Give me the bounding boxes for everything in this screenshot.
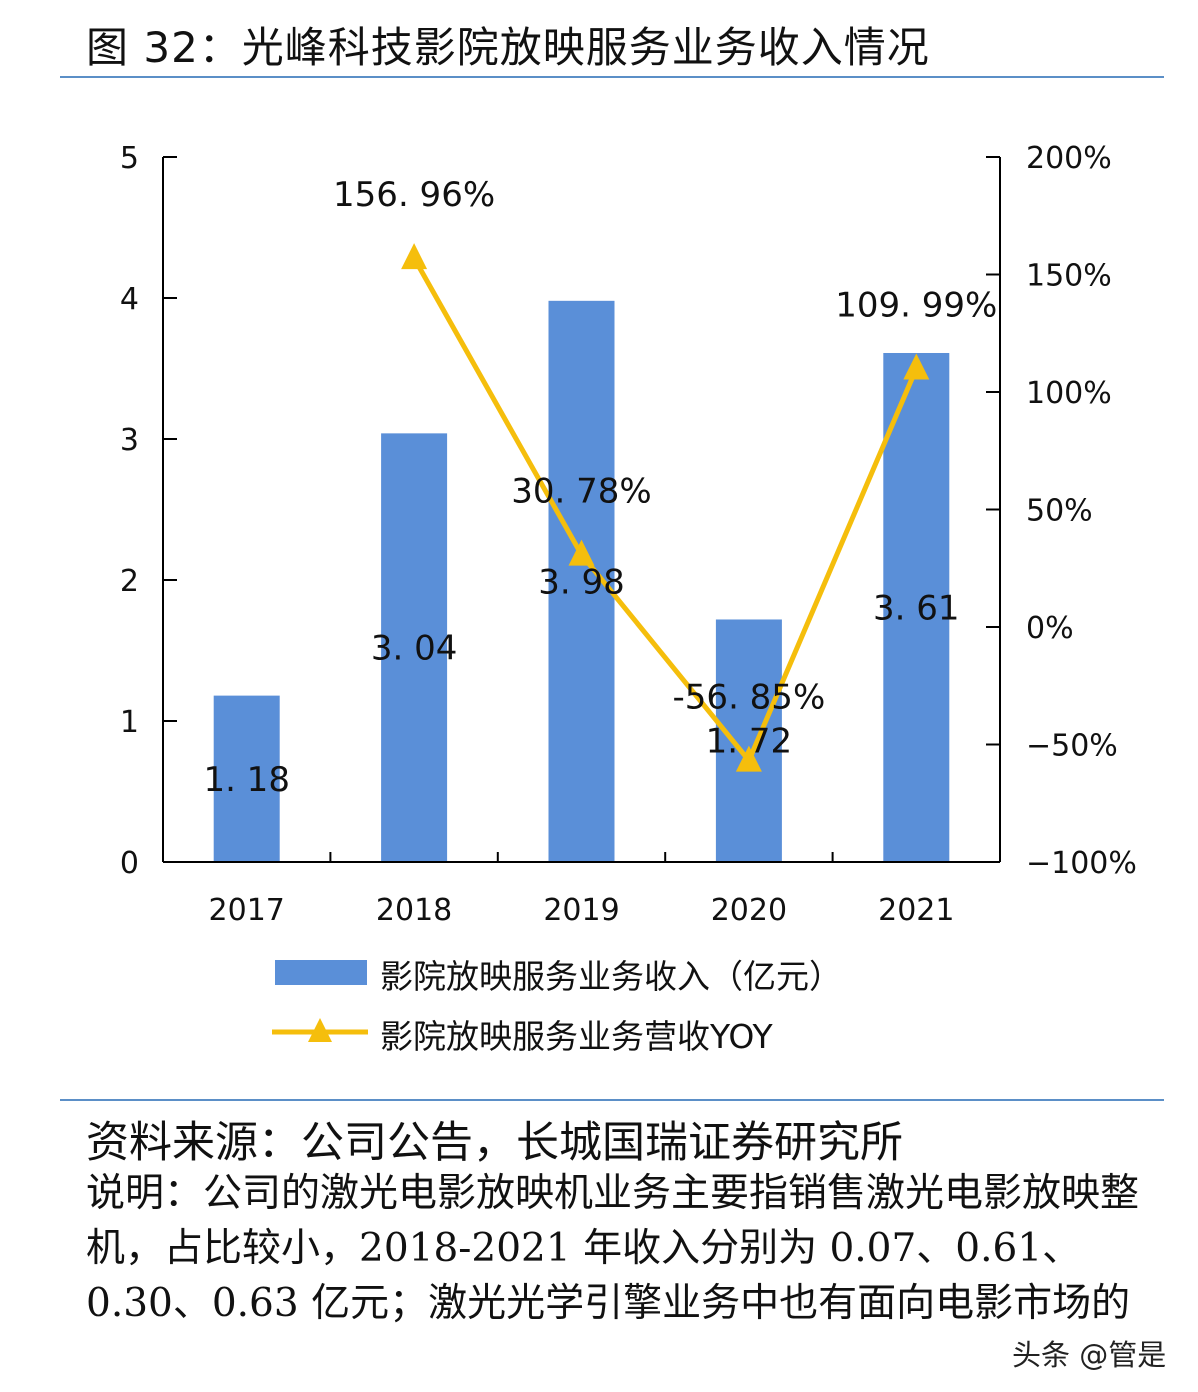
left-tick-label: 5	[120, 141, 139, 176]
yoy-value-label: 156. 96%	[333, 175, 495, 215]
yoy-value-label: -56. 85%	[673, 678, 826, 718]
bar-2018	[381, 433, 448, 862]
bar-value-label: 3. 61	[873, 588, 960, 628]
bar-2020	[715, 619, 782, 862]
bar-value-label: 3. 98	[538, 562, 625, 602]
right-tick-label: 100%	[1026, 376, 1112, 411]
left-tick-label: 0	[120, 846, 139, 881]
legend-bar-label: 影院放映服务业务收入（亿元）	[380, 957, 842, 996]
yoy-line	[411, 256, 919, 764]
combo-chart: 0 1 2 3 4 5 −100% −50% 0% 50% 100% 150% 200% 2017 2018…	[120, 141, 1137, 928]
right-tick-label: −100%	[1026, 846, 1137, 881]
yoy-value-label: 30. 78%	[511, 472, 651, 512]
yoy-marker-2021	[903, 353, 930, 380]
legend-line-label: 影院放映服务业务营收YOY	[380, 1017, 773, 1056]
bar-value-label: 1. 18	[203, 760, 290, 800]
source-text: 资料来源：公司公告，长城国瑞证券研究所	[86, 1118, 903, 1168]
left-tick-label: 1	[120, 705, 139, 740]
bar-value-label: 3. 04	[371, 629, 458, 669]
legend-line-swatch	[272, 1018, 368, 1042]
left-tick-label: 4	[120, 282, 139, 317]
right-tick-label: 0%	[1026, 611, 1074, 646]
watermark: 头条 @管是	[1012, 1338, 1167, 1372]
yoy-marker-2019	[568, 539, 595, 566]
x-tick-label: 2020	[711, 893, 787, 928]
note-text: 说明：公司的激光电影放映机业务主要指销售激光电影放映整机，占比较小，2018-2…	[86, 1171, 1140, 1326]
x-tick-label: 2017	[209, 893, 285, 928]
source-rule	[60, 1099, 1164, 1101]
title-rule	[60, 76, 1164, 78]
x-tick-label: 2018	[376, 893, 452, 928]
bar-2021	[883, 352, 950, 862]
left-tick-label: 2	[120, 564, 139, 599]
yoy-marker-2018	[401, 243, 428, 270]
legend-bar-swatch	[275, 960, 367, 985]
yoy-value-label: 109. 99%	[835, 286, 997, 326]
bar-value-label: 1. 72	[706, 722, 793, 762]
figure-title: 图 32：光峰科技影院放映服务业务收入情况	[86, 23, 930, 72]
x-tick-label: 2019	[543, 893, 619, 928]
right-tick-label: −50%	[1026, 729, 1118, 764]
right-tick-label: 150%	[1026, 259, 1112, 294]
right-tick-label: 50%	[1026, 494, 1093, 529]
right-tick-label: 200%	[1026, 141, 1112, 176]
yoy-marker-2020	[735, 745, 762, 772]
x-tick-label: 2021	[878, 893, 954, 928]
left-tick-label: 3	[120, 423, 139, 458]
bar-2017	[213, 695, 280, 862]
